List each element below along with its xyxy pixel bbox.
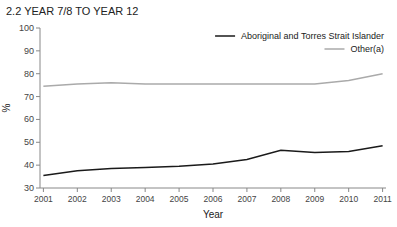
x-tick-label: 2008 <box>271 194 290 204</box>
y-tick <box>36 188 40 189</box>
y-tick-label: 40 <box>24 160 34 170</box>
y-tick-label: 50 <box>24 137 34 147</box>
x-tick-label: 2009 <box>305 194 324 204</box>
y-tick <box>36 28 40 29</box>
y-tick-label: 90 <box>24 46 34 56</box>
series-line <box>43 146 382 176</box>
legend: Aboriginal and Torres Strait Islander Oth… <box>215 31 384 54</box>
y-axis-line <box>40 28 41 188</box>
x-tick-label: 2007 <box>237 194 256 204</box>
x-tick <box>246 188 247 192</box>
y-tick-label: 30 <box>24 183 34 193</box>
y-tick-label: 80 <box>24 69 34 79</box>
legend-label: Aboriginal and Torres Strait Islander <box>241 31 384 41</box>
legend-swatch <box>324 48 344 50</box>
x-tick-label: 2003 <box>102 194 121 204</box>
y-tick <box>36 165 40 166</box>
x-tick-label: 2010 <box>339 194 358 204</box>
legend-label: Other(a) <box>350 44 384 54</box>
x-tick <box>382 188 383 192</box>
x-tick <box>213 188 214 192</box>
title: 2.2 YEAR 7/8 TO YEAR 12 <box>6 5 139 17</box>
plot-area <box>43 74 382 176</box>
x-tick <box>314 188 315 192</box>
x-tick-label: 2002 <box>68 194 87 204</box>
legend-swatch <box>215 35 235 37</box>
y-tick <box>36 96 40 97</box>
x-tick <box>145 188 146 192</box>
x-tick <box>111 188 112 192</box>
x-axis-label: Year <box>203 209 224 220</box>
x-tick <box>348 188 349 192</box>
series-line <box>43 74 382 87</box>
x-tick <box>77 188 78 192</box>
y-tick <box>36 142 40 143</box>
x-tick <box>43 188 44 192</box>
y-tick <box>36 119 40 120</box>
y-tick-label: 70 <box>24 92 34 102</box>
y-tick <box>36 50 40 51</box>
x-tick-label: 2001 <box>34 194 53 204</box>
x-tick <box>280 188 281 192</box>
x-tick-label: 2011 <box>373 194 392 204</box>
x-tick-label: 2006 <box>204 194 223 204</box>
x-tick-label: 2004 <box>136 194 155 204</box>
x-tick <box>179 188 180 192</box>
chart: 2.2 YEAR 7/8 TO YEAR 12 30 40 50 60 70 80 90 100… <box>0 0 397 227</box>
y-axis-label: % <box>1 103 12 112</box>
y-tick-label: 60 <box>24 114 34 124</box>
x-tick-label: 2005 <box>170 194 189 204</box>
y-tick <box>36 73 40 74</box>
y-tick-label: 100 <box>19 23 34 33</box>
